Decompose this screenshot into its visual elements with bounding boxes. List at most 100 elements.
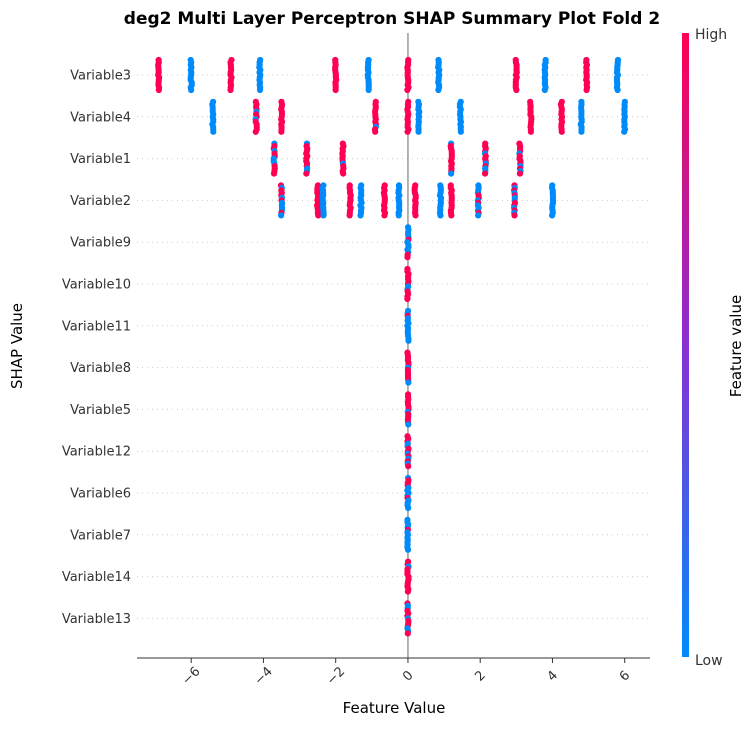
series-row: [155, 56, 622, 94]
series-row: [404, 307, 412, 344]
colorbar: [682, 33, 689, 657]
shap-point: [357, 212, 364, 219]
shap-point: [614, 86, 621, 94]
shap-point: [404, 254, 411, 261]
y-tick-label: Variable12: [62, 445, 131, 460]
colorbar-title: Feature value: [727, 295, 745, 397]
shap-point: [340, 170, 347, 177]
shap-point: [578, 128, 585, 135]
shap-point: [381, 212, 388, 219]
shap-point: [475, 212, 482, 219]
shap-point: [516, 170, 524, 177]
series-row: [404, 558, 412, 595]
x-tick-label: −2: [324, 664, 348, 688]
y-tick-label: Variable9: [70, 236, 131, 251]
y-tick-label: Variable4: [70, 110, 131, 125]
x-tick-label: 2: [472, 668, 488, 684]
x-ticks: −6 −4 −2 0 2 4 6: [179, 658, 633, 688]
shap-point: [404, 86, 411, 94]
shap-point: [278, 212, 285, 219]
shap-point: [405, 337, 412, 344]
shap-point: [155, 86, 162, 94]
shap-point: [513, 86, 520, 94]
shap-point: [405, 379, 412, 386]
shap-point: [346, 212, 353, 219]
series-row: [404, 391, 412, 428]
shap-point: [395, 212, 402, 219]
x-tick-label: −4: [252, 664, 276, 688]
shap-point: [457, 128, 464, 135]
shap-point: [448, 212, 455, 219]
shap-point: [404, 546, 412, 553]
x-tick-label: 6: [617, 668, 633, 684]
y-tick-label: Variable7: [70, 528, 131, 543]
shap-point: [412, 212, 419, 219]
shap-point: [404, 588, 411, 595]
colorbar-high-label: High: [695, 27, 727, 43]
shap-point: [405, 463, 412, 470]
y-tick-label: Variable8: [70, 361, 131, 376]
series-row: [277, 182, 557, 219]
x-tick-label: −6: [179, 664, 203, 688]
shap-point: [315, 212, 322, 219]
series-row: [404, 516, 412, 553]
y-tick-label: Variable6: [70, 487, 131, 502]
shap-point: [365, 86, 372, 94]
shap-point: [372, 128, 379, 135]
shap-point: [210, 128, 217, 135]
series-row: [404, 349, 412, 386]
series-row: [209, 98, 629, 135]
shap-point: [404, 128, 411, 135]
x-tick-label: 4: [545, 668, 561, 684]
y-tick-labels: Variable3 Variable4 Variable1 Variable2 Vari…: [62, 69, 131, 627]
shap-point: [278, 128, 285, 135]
shap-point: [583, 86, 590, 94]
shap-point: [404, 630, 411, 637]
points-layer: [155, 56, 629, 637]
shap-point: [437, 212, 444, 219]
y-tick-label: Variable2: [70, 194, 131, 209]
y-tick-label: Variable13: [62, 612, 131, 627]
series-row: [404, 265, 412, 303]
y-tick-label: Variable1: [70, 152, 131, 167]
y-tick-label: Variable3: [70, 69, 131, 84]
shap-point: [448, 170, 455, 177]
shap-point: [481, 170, 489, 177]
y-axis-label: SHAP Value: [8, 303, 26, 389]
series-row: [404, 224, 412, 261]
y-tick-label: Variable14: [62, 570, 131, 585]
shap-point: [549, 212, 556, 219]
x-axis-label: Feature Value: [343, 699, 446, 717]
shap-point: [405, 504, 412, 512]
y-tick-label: Variable11: [62, 319, 131, 334]
shap-point: [332, 86, 339, 94]
shap-point: [256, 86, 264, 94]
y-tick-label: Variable10: [62, 278, 131, 293]
y-tick-label: Variable5: [70, 403, 131, 418]
shap-point: [252, 128, 259, 135]
shap-point: [511, 212, 518, 219]
colorbar-low-label: Low: [695, 653, 723, 669]
shap-point: [188, 86, 195, 94]
shap-point: [303, 170, 310, 177]
shap-point: [320, 212, 327, 219]
x-tick-label: 0: [400, 668, 416, 684]
shap-point: [541, 86, 548, 94]
series-row: [404, 433, 412, 470]
shap-point: [527, 128, 534, 135]
shap-point: [621, 128, 628, 135]
shap-point: [227, 86, 234, 94]
series-row: [404, 474, 412, 512]
series-row: [270, 140, 524, 177]
shap-point: [404, 295, 411, 303]
chart-title: deg2 Multi Layer Perceptron SHAP Summary…: [124, 9, 660, 29]
series-row: [404, 600, 412, 637]
shap-point: [558, 128, 565, 135]
shap-point: [415, 128, 422, 135]
row-gridlines: [137, 74, 650, 619]
shap-point: [270, 170, 278, 177]
shap-point: [405, 421, 412, 428]
shap-point: [435, 86, 442, 94]
